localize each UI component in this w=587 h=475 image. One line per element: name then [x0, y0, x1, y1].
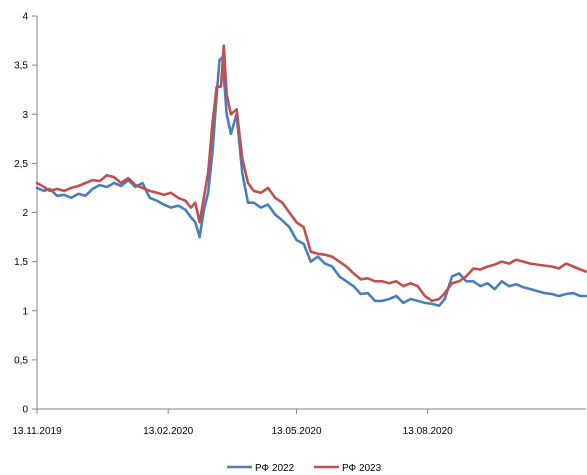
legend-label-2: РФ 2023: [342, 463, 382, 474]
x-tick-label: 13.11.2019: [12, 426, 62, 437]
y-tick-label: 1: [22, 306, 28, 317]
series-layer: [35, 44, 587, 308]
y-tick-label: 2,5: [14, 159, 28, 170]
y-tick-label: 4: [22, 12, 28, 23]
y-tick-label: 0: [22, 405, 28, 416]
x-tick-label: 13.08.2020: [403, 426, 453, 437]
series-line-1: [35, 56, 587, 308]
y-tick-label: 0,5: [14, 355, 28, 366]
series-line-2: [35, 44, 587, 303]
y-axis: 0 0,5 1 1,5 2 2,5 3 3,5 4: [14, 12, 38, 416]
legend: РФ 2022 РФ 2023: [227, 463, 382, 474]
y-tick-label: 3: [22, 110, 28, 121]
y-tick-label: 1,5: [14, 257, 28, 268]
legend-label-1: РФ 2022: [255, 463, 295, 474]
x-tick-label: 13.05.2020: [271, 426, 321, 437]
y-tick-label: 3,5: [14, 61, 28, 72]
y-tick-label: 2: [22, 208, 28, 219]
x-tick-label: 13.02.2020: [143, 426, 193, 437]
x-axis: 13.11.2019 13.02.2020 13.05.2020 13.08.2020: [12, 408, 586, 437]
